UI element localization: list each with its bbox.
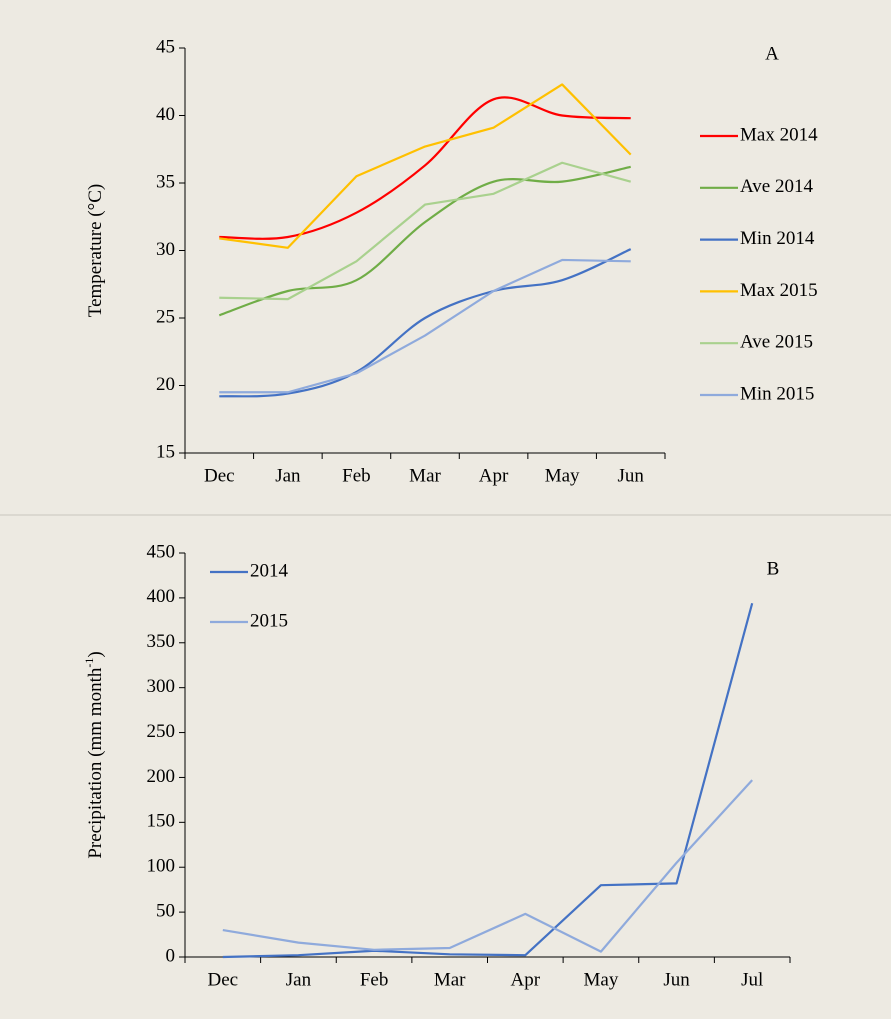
- x-tick-label: Dec: [208, 969, 239, 990]
- x-tick-label: Jan: [286, 969, 312, 990]
- y-tick-label: 0: [166, 945, 176, 966]
- y-tick-label: 40: [156, 104, 175, 125]
- series-line: [219, 161, 632, 301]
- x-tick-label: Jun: [663, 969, 690, 990]
- y-tick-label: 300: [147, 676, 176, 697]
- legend-label: Min 2014: [740, 228, 815, 249]
- x-tick-label: Feb: [360, 969, 389, 990]
- legend-label: Ave 2014: [740, 176, 813, 197]
- x-tick-label: Mar: [434, 969, 466, 990]
- y-axis-label: Temperature (°C): [85, 184, 106, 317]
- y-tick-label: 450: [147, 541, 176, 562]
- y-tick-label: 25: [156, 306, 175, 327]
- y-axis-label-part: Temperature (°C): [85, 184, 106, 317]
- y-tick-label: 100: [147, 856, 176, 877]
- series-line: [222, 602, 754, 959]
- x-tick-label: Feb: [342, 465, 371, 486]
- x-tick-label: Jul: [741, 969, 763, 990]
- series-line: [222, 779, 753, 953]
- legend-label: Max 2014: [740, 124, 818, 145]
- y-axis-label: Precipitation (mm month-1): [82, 651, 107, 858]
- series-line: [219, 96, 631, 240]
- y-tick-label: 15: [156, 441, 175, 462]
- legend-label: 2014: [250, 560, 289, 581]
- y-tick-label: 45: [156, 36, 175, 57]
- series-line: [219, 83, 632, 249]
- x-tick-label: Jan: [275, 465, 301, 486]
- y-tick-label: 250: [147, 721, 176, 742]
- y-tick-label: 35: [156, 171, 175, 192]
- panel-label: B: [767, 558, 780, 579]
- y-tick-label: 400: [147, 586, 176, 607]
- y-tick-label: 30: [156, 239, 175, 260]
- series-line: [219, 248, 632, 398]
- series-line: [218, 165, 631, 317]
- legend-label: 2015: [250, 610, 288, 631]
- legend-label: Ave 2015: [740, 332, 813, 353]
- y-tick-label: 350: [147, 631, 176, 652]
- y-tick-label: 200: [147, 766, 176, 787]
- y-axis-label-part: Precipitation (mm month: [85, 667, 106, 859]
- y-tick-label: 20: [156, 374, 175, 395]
- panel-label: A: [765, 43, 779, 64]
- legend-label: Max 2015: [740, 280, 818, 301]
- x-tick-label: Apr: [511, 969, 541, 990]
- x-tick-label: Dec: [204, 465, 235, 486]
- x-tick-label: May: [584, 969, 619, 990]
- x-tick-label: Mar: [409, 465, 441, 486]
- y-axis-label-part: -1: [82, 658, 96, 668]
- x-tick-label: Apr: [479, 465, 509, 486]
- x-tick-label: May: [545, 465, 580, 486]
- x-tick-label: Jun: [618, 465, 645, 486]
- y-tick-label: 50: [156, 900, 175, 921]
- y-axis-label-part: ): [85, 651, 106, 657]
- y-tick-label: 150: [147, 811, 176, 832]
- series-line: [219, 258, 631, 394]
- legend-label: Min 2015: [740, 383, 814, 404]
